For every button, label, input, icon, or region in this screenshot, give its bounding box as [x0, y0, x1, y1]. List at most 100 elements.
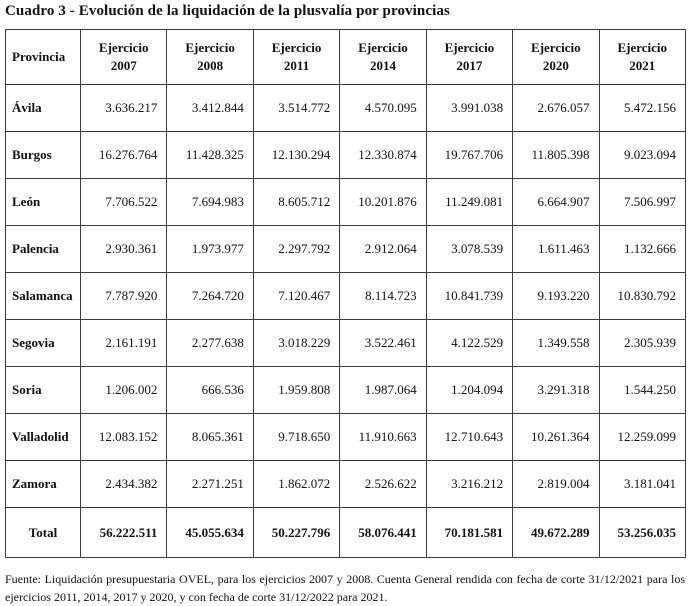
table-row: Burgos 16.276.764 11.428.325 12.130.294 12.3…: [5, 131, 687, 179]
column-header-ejercicio-2020: Ejercicio 2020: [512, 29, 600, 85]
column-header-ejercicio-2017: Ejercicio 2017: [425, 29, 514, 85]
table-row: Ávila 3.636.217 3.412.844 3.514.772 4.570.09…: [5, 84, 687, 132]
total-value-cell: 50.227.796: [252, 507, 341, 558]
column-header-provincia: Provincia: [5, 29, 81, 85]
value-cell: 1.349.558: [512, 319, 600, 367]
table-row: Soria 1.206.002 666.536 1.959.808 1.987.064 1…: [5, 366, 687, 414]
table-row: León 7.706.522 7.694.983 8.605.712 10.201.87…: [5, 178, 687, 226]
value-cell: 3.412.844: [166, 84, 254, 132]
total-value-cell: 56.222.511: [79, 507, 168, 558]
value-cell: 10.201.876: [339, 178, 427, 226]
value-cell: 2.434.382: [79, 460, 168, 508]
value-cell: 7.706.522: [79, 178, 168, 226]
value-cell: 8.065.361: [166, 413, 254, 461]
value-cell: 3.018.229: [252, 319, 341, 367]
value-cell: 11.805.398: [512, 131, 600, 179]
value-cell: 1.973.977: [166, 225, 254, 273]
total-value-cell: 49.672.289: [512, 507, 600, 558]
province-cell: Segovia: [5, 319, 81, 367]
value-cell: 9.718.650: [252, 413, 341, 461]
value-cell: 11.910.663: [339, 413, 427, 461]
total-value-cell: 53.256.035: [598, 507, 687, 558]
column-header-ejercicio-2008: Ejercicio 2008: [166, 29, 254, 85]
total-label-cell: Total: [5, 507, 81, 558]
value-cell: 2.912.064: [339, 225, 427, 273]
value-cell: 11.249.081: [425, 178, 514, 226]
table-caption: Cuadro 3 - Evolución de la liquidación d…: [5, 3, 450, 19]
value-cell: 10.841.739: [425, 272, 514, 320]
province-cell: Zamora: [5, 460, 81, 508]
value-cell: 1.611.463: [512, 225, 600, 273]
value-cell: 4.122.529: [425, 319, 514, 367]
total-row: Total 56.222.511 45.055.634 50.227.796 58.07…: [5, 507, 687, 558]
value-cell: 12.259.099: [598, 413, 687, 461]
table-row: Palencia 2.930.361 1.973.977 2.297.792 2.912…: [5, 225, 687, 273]
value-cell: 6.664.907: [512, 178, 600, 226]
value-cell: 5.472.156: [598, 84, 687, 132]
value-cell: 1.132.666: [598, 225, 687, 273]
value-cell: 2.271.251: [166, 460, 254, 508]
column-header-ejercicio-2014: Ejercicio 2014: [339, 29, 427, 85]
value-cell: 3.216.212: [425, 460, 514, 508]
value-cell: 1.862.072: [252, 460, 341, 508]
value-cell: 3.636.217: [79, 84, 168, 132]
value-cell: 11.428.325: [166, 131, 254, 179]
value-cell: 7.787.920: [79, 272, 168, 320]
province-cell: Soria: [5, 366, 81, 414]
value-cell: 2.297.792: [252, 225, 341, 273]
province-cell: Ávila: [5, 84, 81, 132]
value-cell: 3.991.038: [425, 84, 514, 132]
value-cell: 2.526.622: [339, 460, 427, 508]
table-row: Salamanca 7.787.920 7.264.720 7.120.467 8.11…: [5, 272, 687, 320]
value-cell: 666.536: [166, 366, 254, 414]
value-cell: 2.930.361: [79, 225, 168, 273]
value-cell: 2.676.057: [512, 84, 600, 132]
value-cell: 4.570.095: [339, 84, 427, 132]
value-cell: 9.193.220: [512, 272, 600, 320]
value-cell: 7.120.467: [252, 272, 341, 320]
value-cell: 8.605.712: [252, 178, 341, 226]
total-value-cell: 58.076.441: [339, 507, 427, 558]
value-cell: 3.514.772: [252, 84, 341, 132]
value-cell: 1.987.064: [339, 366, 427, 414]
value-cell: 12.130.294: [252, 131, 341, 179]
province-cell: Valladolid: [5, 413, 81, 461]
value-cell: 3.078.539: [425, 225, 514, 273]
value-cell: 19.767.706: [425, 131, 514, 179]
value-cell: 2.305.939: [598, 319, 687, 367]
value-cell: 12.710.643: [425, 413, 514, 461]
value-cell: 3.181.041: [598, 460, 687, 508]
value-cell: 1.206.002: [79, 366, 168, 414]
column-header-ejercicio-2021: Ejercicio 2021: [598, 29, 687, 85]
value-cell: 2.819.004: [512, 460, 600, 508]
table-row: Segovia 2.161.191 2.277.638 3.018.229 3.522.…: [5, 319, 687, 367]
table-row: Valladolid 12.083.152 8.065.361 9.718.650 11…: [5, 413, 687, 461]
value-cell: 10.830.792: [598, 272, 687, 320]
value-cell: 1.959.808: [252, 366, 341, 414]
provinces-table: Provincia Ejercicio 2007 Ejercicio 2008 …: [5, 29, 687, 558]
total-value-cell: 70.181.581: [425, 507, 514, 558]
value-cell: 2.161.191: [79, 319, 168, 367]
value-cell: 10.261.364: [512, 413, 600, 461]
value-cell: 7.694.983: [166, 178, 254, 226]
value-cell: 7.506.997: [598, 178, 687, 226]
value-cell: 16.276.764: [79, 131, 168, 179]
header-row: Provincia Ejercicio 2007 Ejercicio 2008 …: [5, 29, 687, 85]
total-value-cell: 45.055.634: [166, 507, 254, 558]
province-cell: Burgos: [5, 131, 81, 179]
column-header-ejercicio-2011: Ejercicio 2011: [252, 29, 341, 85]
province-cell: Palencia: [5, 225, 81, 273]
column-header-ejercicio-2007: Ejercicio 2007: [79, 29, 168, 85]
value-cell: 1.544.250: [598, 366, 687, 414]
value-cell: 8.114.723: [339, 272, 427, 320]
value-cell: 2.277.638: [166, 319, 254, 367]
value-cell: 3.291.318: [512, 366, 600, 414]
value-cell: 3.522.461: [339, 319, 427, 367]
value-cell: 9.023.094: [598, 131, 687, 179]
table-body: Ávila 3.636.217 3.412.844 3.514.772 4.570.09…: [5, 84, 687, 558]
province-cell: Salamanca: [5, 272, 81, 320]
table-row: Zamora 2.434.382 2.271.251 1.862.072 2.526.6…: [5, 460, 687, 508]
value-cell: 12.083.152: [79, 413, 168, 461]
value-cell: 12.330.874: [339, 131, 427, 179]
